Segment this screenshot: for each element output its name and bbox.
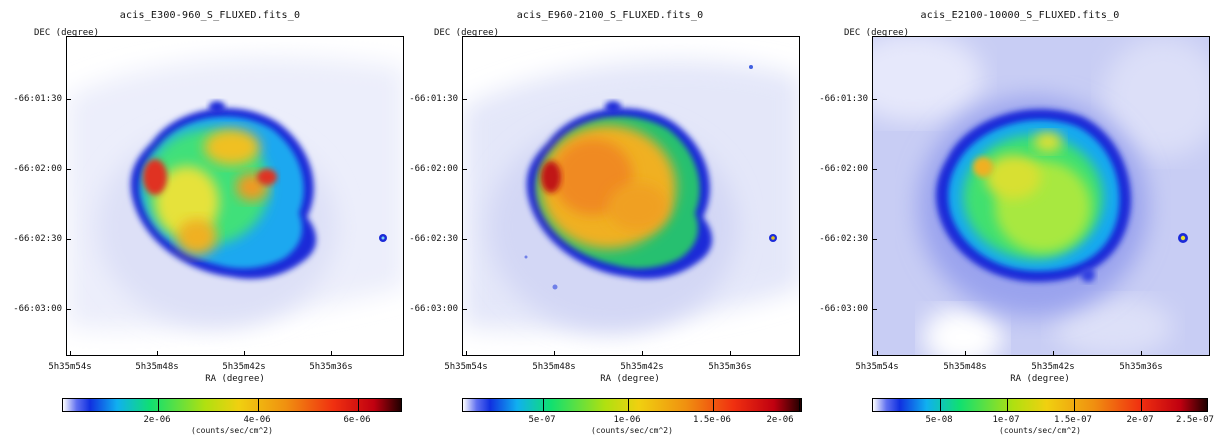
x-tickmark [70, 351, 71, 356]
x-tick-label: 5h35m54s [444, 362, 488, 372]
colorbar-tick [158, 399, 159, 412]
x-tick-label: 5h35m54s [48, 362, 92, 372]
panel-soft-band: acis_E300-960_S_FLUXED.fits_0 DEC (degre… [10, 0, 410, 438]
colorbar-tick [1074, 399, 1075, 412]
y-tickmark [462, 99, 467, 100]
xray-image [67, 37, 403, 355]
x-tickmark [157, 351, 158, 356]
colorbar-tick [940, 399, 941, 412]
image-frame[interactable] [872, 36, 1210, 356]
y-tickmark [66, 99, 71, 100]
colorbar-tick-label: 1e-06 [613, 415, 641, 425]
y-tickmark [462, 309, 467, 310]
colorbar [462, 398, 802, 412]
y-tick-label: -66:02:30 [13, 234, 62, 244]
x-tickmark [331, 351, 332, 356]
colorbar-tick-label: 1.5e-06 [693, 415, 731, 425]
x-tick-label: 5h35m36s [708, 362, 752, 372]
y-tick-label: -66:02:00 [819, 164, 868, 174]
x-tick-label: 5h35m42s [1031, 362, 1075, 372]
x-tick-label: 5h35m42s [222, 362, 266, 372]
panel-hard-band: acis_E2100-10000_S_FLUXED.fits_0 DEC (de… [819, 0, 1220, 438]
y-tickmark [872, 239, 877, 240]
colorbar-tick-label: 1.5e-07 [1054, 415, 1092, 425]
x-tickmark [244, 351, 245, 356]
colorbar-unit: (counts/sec/cm^2) [591, 426, 673, 435]
y-tick-label: -66:03:00 [13, 304, 62, 314]
y-tickmark [462, 239, 467, 240]
panel-title: acis_E960-2100_S_FLUXED.fits_0 [516, 10, 704, 21]
colorbar-unit: (counts/sec/cm^2) [191, 426, 273, 435]
x-tick-label: 5h35m36s [1119, 362, 1163, 372]
image-frame[interactable] [462, 36, 800, 356]
colorbar-tick [1141, 399, 1142, 412]
image-frame[interactable] [66, 36, 404, 356]
x-tick-label: 5h35m48s [943, 362, 987, 372]
dec-axis-label: DEC (degree) [34, 28, 100, 38]
y-tickmark [872, 169, 877, 170]
x-tickmark [466, 351, 467, 356]
xray-image [873, 37, 1209, 355]
y-tick-label: -66:01:30 [819, 94, 868, 104]
y-tick-label: -66:01:30 [13, 94, 62, 104]
y-tick-label: -66:03:00 [409, 304, 458, 314]
x-tickmark [965, 351, 966, 356]
y-tick-label: -66:03:00 [819, 304, 868, 314]
x-tickmark [1141, 351, 1142, 356]
colorbar [62, 398, 402, 412]
y-tickmark [462, 169, 467, 170]
y-tickmark [66, 309, 71, 310]
x-tickmark [877, 351, 878, 356]
colorbar-tick [358, 399, 359, 412]
colorbar-tick [799, 399, 800, 412]
colorbar-tick-label: 5e-07 [528, 415, 556, 425]
x-tick-label: 5h35m48s [135, 362, 179, 372]
colorbar-tick [628, 399, 629, 412]
x-tick-label: 5h35m42s [620, 362, 664, 372]
colorbar-tick-label: 6e-06 [343, 415, 371, 425]
y-tick-label: -66:02:30 [819, 234, 868, 244]
dec-axis-label: DEC (degree) [844, 28, 910, 38]
x-tick-label: 5h35m36s [309, 362, 353, 372]
colorbar-tick-label: 2e-07 [1126, 415, 1154, 425]
y-tick-label: -66:02:00 [409, 164, 458, 174]
x-tickmark [730, 351, 731, 356]
y-tickmark [66, 239, 71, 240]
x-tick-label: 5h35m48s [532, 362, 576, 372]
colorbar-tick-label: 5e-08 [925, 415, 953, 425]
x-tickmark [554, 351, 555, 356]
y-tickmark [872, 99, 877, 100]
xray-image [463, 37, 799, 355]
y-tick-label: -66:02:30 [409, 234, 458, 244]
colorbar-unit: (counts/sec/cm^2) [999, 426, 1081, 435]
colorbar-tick-label: 4e-06 [243, 415, 271, 425]
ra-axis-label: RA (degree) [1010, 374, 1070, 384]
y-tick-label: -66:01:30 [409, 94, 458, 104]
colorbar-tick-label: 1e-07 [992, 415, 1020, 425]
colorbar-tick [258, 399, 259, 412]
colorbar-tick-label: 2.5e-07 [1176, 415, 1214, 425]
y-tickmark [872, 309, 877, 310]
panel-title: acis_E300-960_S_FLUXED.fits_0 [119, 10, 301, 21]
panel-medium-band: acis_E960-2100_S_FLUXED.fits_0 DEC (degr… [409, 0, 810, 438]
colorbar-tick-label: 2e-06 [766, 415, 794, 425]
ra-axis-label: RA (degree) [600, 374, 660, 384]
colorbar-tick-label: 2e-06 [143, 415, 171, 425]
ra-axis-label: RA (degree) [205, 374, 265, 384]
x-tickmark [642, 351, 643, 356]
x-tick-label: 5h35m54s [855, 362, 899, 372]
y-tick-label: -66:02:00 [13, 164, 62, 174]
colorbar-tick [1007, 399, 1008, 412]
colorbar-tick [543, 399, 544, 412]
dec-axis-label: DEC (degree) [434, 28, 500, 38]
y-tickmark [66, 169, 71, 170]
colorbar-tick [713, 399, 714, 412]
colorbar [872, 398, 1208, 412]
x-tickmark [1053, 351, 1054, 356]
panel-title: acis_E2100-10000_S_FLUXED.fits_0 [920, 10, 1120, 21]
